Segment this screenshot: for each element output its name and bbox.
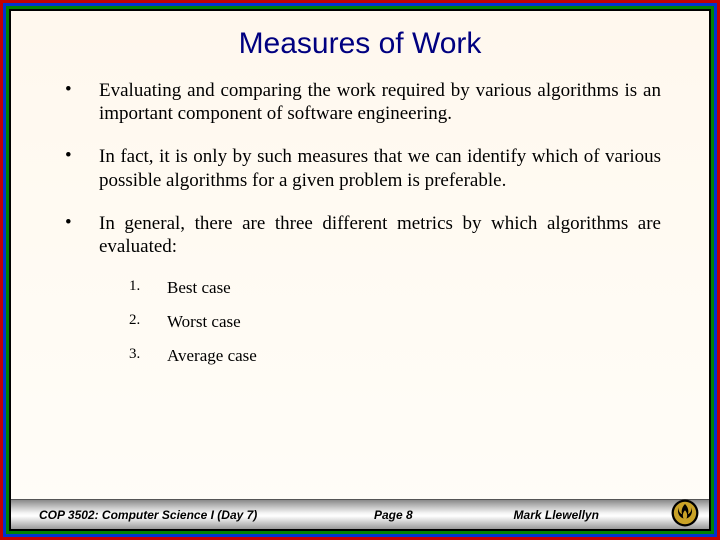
numbered-marker: 2. — [129, 312, 167, 332]
numbered-item: 1. Best case — [129, 278, 661, 298]
bullet-text: In general, there are three different me… — [99, 212, 661, 258]
slide-body: Measures of Work • Evaluating and compar… — [11, 11, 709, 529]
numbered-text: Worst case — [167, 312, 241, 332]
slide-border-blue: Measures of Work • Evaluating and compar… — [3, 3, 717, 537]
slide-title: Measures of Work — [11, 11, 709, 69]
bullet-marker: • — [59, 145, 99, 191]
bullet-item: • In fact, it is only by such measures t… — [59, 145, 661, 191]
numbered-item: 3. Average case — [129, 346, 661, 366]
footer-page: Page 8 — [374, 508, 514, 522]
slide-border-black: Measures of Work • Evaluating and compar… — [9, 9, 711, 531]
numbered-list: 1. Best case 2. Worst case 3. Average ca… — [59, 278, 661, 366]
numbered-marker: 3. — [129, 346, 167, 366]
bullet-marker: • — [59, 79, 99, 125]
bullet-text: Evaluating and comparing the work requir… — [99, 79, 661, 125]
bullet-text: In fact, it is only by such measures tha… — [99, 145, 661, 191]
bullet-item: • In general, there are three different … — [59, 212, 661, 258]
numbered-item: 2. Worst case — [129, 312, 661, 332]
numbered-marker: 1. — [129, 278, 167, 298]
bullet-marker: • — [59, 212, 99, 258]
slide-content: • Evaluating and comparing the work requ… — [11, 69, 709, 366]
slide-footer: COP 3502: Computer Science I (Day 7) Pag… — [11, 499, 709, 529]
bullet-item: • Evaluating and comparing the work requ… — [59, 79, 661, 125]
numbered-text: Best case — [167, 278, 231, 298]
numbered-text: Average case — [167, 346, 257, 366]
ucf-pegasus-logo-icon — [671, 499, 699, 527]
slide-border-red: Measures of Work • Evaluating and compar… — [0, 0, 720, 540]
footer-course: COP 3502: Computer Science I (Day 7) — [11, 508, 374, 522]
slide-border-green: Measures of Work • Evaluating and compar… — [6, 6, 714, 534]
